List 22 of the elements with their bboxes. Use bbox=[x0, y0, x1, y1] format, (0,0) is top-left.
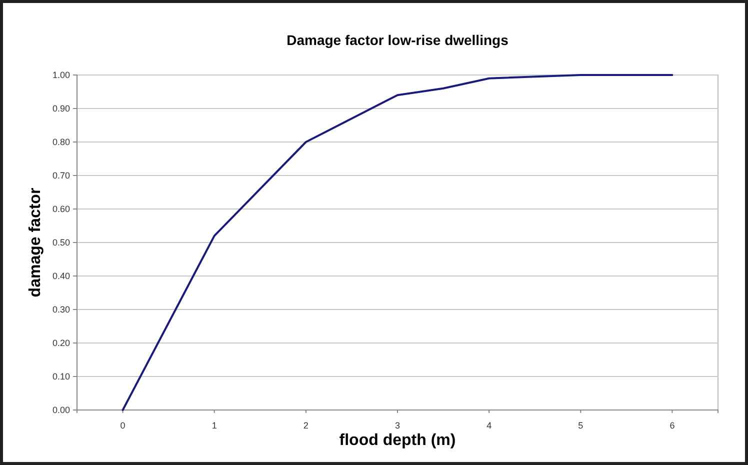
y-tick-label: 0.10 bbox=[52, 371, 70, 382]
x-tick-label: 2 bbox=[303, 420, 308, 431]
x-axis-title: flood depth (m) bbox=[339, 432, 456, 449]
x-tick-label: 6 bbox=[670, 420, 675, 431]
y-tick-label: 0.40 bbox=[52, 270, 70, 281]
x-tick-label: 0 bbox=[120, 420, 126, 431]
y-tick-label: 0.90 bbox=[52, 103, 70, 114]
y-tick-label: 0.00 bbox=[52, 404, 70, 415]
x-tick-label: 5 bbox=[578, 420, 584, 431]
y-tick-label: 0.50 bbox=[52, 237, 70, 248]
y-tick-label: 0.60 bbox=[52, 204, 70, 214]
y-tick-label: 0.70 bbox=[52, 170, 70, 180]
x-tick-label: 3 bbox=[394, 420, 400, 431]
x-tick-label: 4 bbox=[486, 420, 492, 431]
x-tick-label: 1 bbox=[212, 420, 217, 431]
y-tick-label: 0.30 bbox=[52, 304, 70, 314]
y-tick-label: 0.80 bbox=[52, 136, 70, 147]
y-axis-title: damage factor bbox=[27, 188, 44, 298]
y-tick-label: 1.00 bbox=[52, 70, 70, 80]
chart-title: Damage factor low-rise dwellings bbox=[286, 32, 509, 48]
y-tick-label: 0.20 bbox=[52, 338, 70, 348]
line-series bbox=[122, 74, 674, 411]
